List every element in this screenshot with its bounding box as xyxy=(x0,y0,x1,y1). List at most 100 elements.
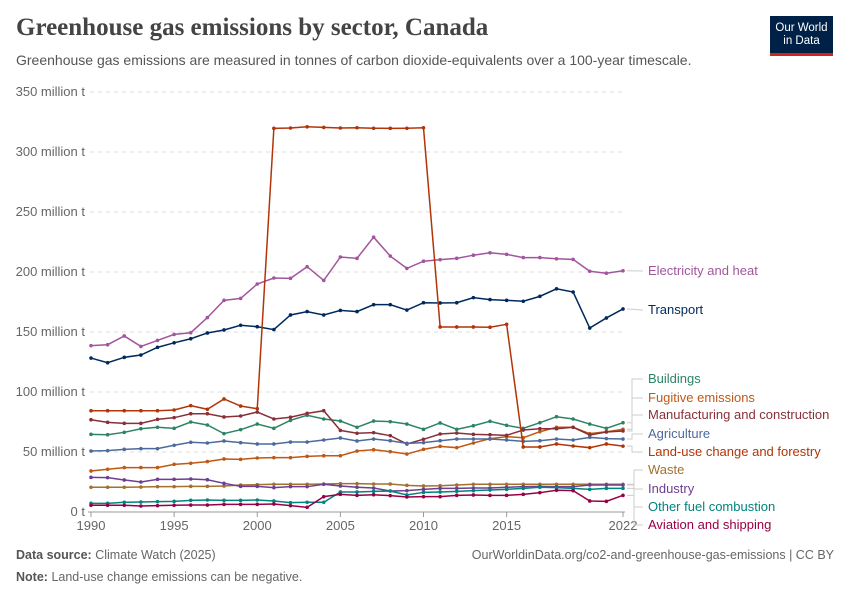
data-point xyxy=(139,446,143,451)
data-point xyxy=(288,418,293,423)
data-point xyxy=(438,444,442,449)
data-point xyxy=(604,442,609,446)
series-label: Waste xyxy=(648,462,684,477)
data-point xyxy=(255,498,260,502)
x-tick-label: 2010 xyxy=(409,518,438,533)
data-point xyxy=(554,287,559,291)
data-point xyxy=(371,419,376,423)
data-point xyxy=(604,426,609,431)
data-point xyxy=(538,426,542,431)
data-point xyxy=(222,431,226,436)
data-point xyxy=(538,490,542,495)
data-point xyxy=(604,430,609,434)
data-point xyxy=(89,408,93,413)
data-point xyxy=(355,490,359,494)
y-tick-label: 150 million t xyxy=(16,324,86,339)
data-point xyxy=(188,336,193,341)
data-point xyxy=(272,327,276,332)
data-point xyxy=(554,485,559,490)
source-text[interactable]: Climate Watch (2025) xyxy=(95,548,216,562)
data-point xyxy=(89,417,93,422)
data-point xyxy=(405,441,409,446)
data-point xyxy=(188,477,193,481)
data-point xyxy=(504,423,509,428)
data-point xyxy=(122,421,127,426)
data-point xyxy=(321,417,326,421)
data-point xyxy=(621,307,625,311)
data-point xyxy=(538,429,542,434)
data-point xyxy=(238,440,243,445)
x-tick-label: 2015 xyxy=(492,518,521,533)
data-point xyxy=(405,483,409,488)
data-point xyxy=(205,423,210,427)
data-point xyxy=(438,421,442,425)
data-point xyxy=(521,486,526,491)
data-point xyxy=(488,325,492,330)
data-point xyxy=(222,439,226,443)
data-point xyxy=(421,484,426,488)
data-point xyxy=(172,462,176,467)
data-point xyxy=(521,428,526,432)
data-point xyxy=(321,313,326,317)
data-point xyxy=(405,126,409,131)
data-point xyxy=(488,432,492,437)
data-point xyxy=(305,264,309,269)
data-point xyxy=(388,438,393,443)
data-point xyxy=(621,493,625,498)
data-point xyxy=(388,482,393,486)
label-connector xyxy=(627,494,643,526)
data-point xyxy=(172,426,176,431)
data-point xyxy=(155,417,160,422)
label-connector xyxy=(627,414,643,432)
data-point xyxy=(321,408,326,413)
data-point xyxy=(205,459,210,464)
data-point xyxy=(305,309,309,314)
data-point xyxy=(504,487,509,492)
data-point xyxy=(255,422,260,426)
data-point xyxy=(338,255,343,259)
data-point xyxy=(405,495,409,499)
data-point xyxy=(105,485,110,490)
source-label: Data source: xyxy=(16,548,92,562)
data-point xyxy=(305,484,309,489)
data-point xyxy=(238,457,243,462)
data-point xyxy=(122,430,127,435)
data-point xyxy=(305,454,309,459)
data-point xyxy=(488,482,492,487)
data-point xyxy=(355,309,359,314)
data-point xyxy=(488,437,492,441)
owid-logo[interactable]: Our World in Data xyxy=(770,16,833,56)
data-point xyxy=(205,331,210,335)
data-point xyxy=(571,488,575,493)
data-point xyxy=(554,414,559,419)
data-point xyxy=(172,499,176,504)
data-point xyxy=(371,492,376,497)
data-point xyxy=(105,467,110,472)
data-point xyxy=(421,437,426,442)
data-point xyxy=(122,408,127,413)
data-point xyxy=(288,276,293,281)
data-point xyxy=(421,125,426,130)
data-point xyxy=(538,485,542,490)
series-label: Other fuel combustion xyxy=(648,499,775,514)
data-point xyxy=(388,489,393,493)
data-point xyxy=(538,420,542,425)
data-point xyxy=(371,447,376,452)
data-point xyxy=(172,415,176,420)
series-label: Manufacturing and construction xyxy=(648,407,829,422)
data-point xyxy=(89,469,93,473)
data-point xyxy=(188,503,193,507)
data-point xyxy=(238,404,243,408)
data-point xyxy=(355,256,359,261)
data-point xyxy=(538,438,542,443)
data-point xyxy=(554,442,559,446)
source-url[interactable]: OurWorldinData.org/co2-and-greenhouse-ga… xyxy=(471,548,834,562)
data-point xyxy=(172,477,176,482)
data-point xyxy=(205,498,210,502)
data-point xyxy=(371,235,376,239)
series-line-0 xyxy=(90,236,624,348)
data-point xyxy=(238,414,243,418)
data-point xyxy=(105,503,110,508)
